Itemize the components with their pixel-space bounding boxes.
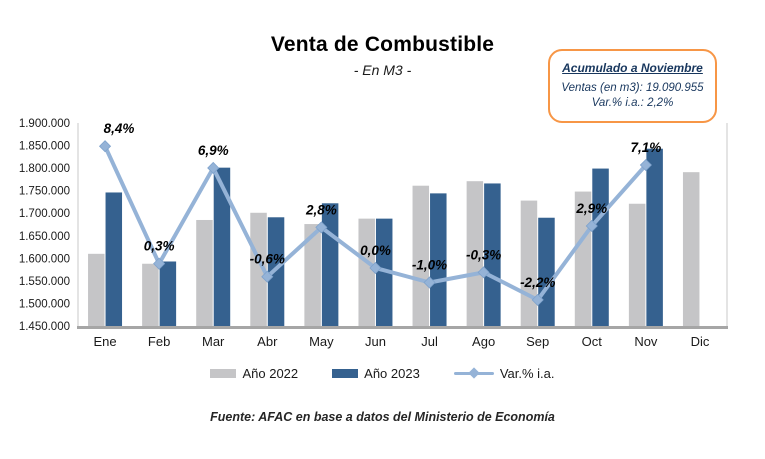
y-axis-tick-label: 1.700.000 xyxy=(19,208,70,220)
var-label-may: 2,8% xyxy=(305,202,337,217)
var-marker-may xyxy=(315,221,328,234)
var-label-jul: -1,0% xyxy=(412,258,447,273)
annotation-title: Acumulado a Noviembre xyxy=(562,61,703,75)
x-axis-label-sep: Sep xyxy=(526,334,549,349)
chart-subtitle: - En M3 - xyxy=(353,62,412,78)
var-marker-ago xyxy=(477,266,490,279)
bar-2022-may xyxy=(304,224,321,326)
y-axis-tick-label: 1.550.000 xyxy=(19,276,70,288)
bar-2023-feb xyxy=(159,261,177,326)
var-line xyxy=(103,144,648,302)
y-axis-tick-label: 1.500.000 xyxy=(19,298,70,310)
bar-2022-dic xyxy=(682,172,700,326)
legend-label: Año 2022 xyxy=(242,365,299,381)
bar-2023-oct xyxy=(592,168,609,326)
x-axis-label-oct: Oct xyxy=(582,334,603,349)
x-axis-label-ago: Ago xyxy=(472,334,495,349)
y-axis-tick-label: 1.600.000 xyxy=(19,253,70,265)
bar-2022-ago xyxy=(466,181,484,326)
y-axis-tick-label: 1.650.000 xyxy=(19,231,70,243)
var-marker-sep xyxy=(531,293,544,306)
x-axis-label-ene: Ene xyxy=(93,334,116,349)
annotation-ventas-value: Ventas (en m3): 19.090.955 xyxy=(561,82,704,94)
bar-2022-nov xyxy=(628,203,646,326)
var-marker-oct xyxy=(585,219,598,233)
legend-line-marker-icon xyxy=(453,367,494,379)
chart-title: Venta de Combustible xyxy=(270,33,495,56)
bar-2022-sep xyxy=(520,200,538,326)
legend-swatch-icon xyxy=(332,368,359,378)
x-axis-label-dic: Dic xyxy=(691,334,710,349)
var-marker-ene xyxy=(98,140,112,153)
var-label-oct: 2,9% xyxy=(575,201,607,216)
x-axis-label-abr: Abr xyxy=(257,334,278,349)
var-label-abr: -0,6% xyxy=(250,252,285,267)
annotation-var-value: Var.% i.a.: 2,2% xyxy=(591,97,674,109)
bar-2023-nov xyxy=(646,148,663,326)
x-axis-label-feb: Feb xyxy=(148,334,170,349)
bar-2023-abr xyxy=(267,217,285,326)
legend-item-var-i-a-: Var.% i.a. xyxy=(453,365,555,381)
legend-swatch-icon xyxy=(210,368,237,378)
x-axis-label-jun: Jun xyxy=(365,334,386,349)
y-axis-tick-label: 1.850.000 xyxy=(19,141,70,153)
bar-2023-may xyxy=(321,203,339,326)
y-axis-tick-label: 1.750.000 xyxy=(19,186,70,198)
var-label-mar: 6,9% xyxy=(198,143,229,158)
x-axis-label-mar: Mar xyxy=(202,334,225,349)
var-label-nov: 7,1% xyxy=(630,140,661,155)
bar-2023-sep xyxy=(538,217,555,326)
var-marker-feb xyxy=(153,257,166,270)
var-label-ago: -0,3% xyxy=(466,247,501,262)
legend-label: Var.% i.a. xyxy=(499,365,555,381)
legend-diamond-icon xyxy=(468,367,480,379)
plot-area: 1.900.000 1.850.000 1.800.000 1.750.000 1.70… xyxy=(19,118,728,349)
bar-2022-feb xyxy=(142,263,159,326)
var-marker-jun xyxy=(369,261,382,275)
source-note: Fuente: AFAC en base a datos del Ministe… xyxy=(210,410,555,424)
bar-2023-jul xyxy=(430,193,447,326)
x-axis-label-may: May xyxy=(309,334,334,349)
var-label-ene: 8,4% xyxy=(104,121,135,136)
var-marker-mar xyxy=(207,161,220,175)
legend-item-a-o-2022: Año 2022 xyxy=(210,366,298,381)
bar-2022-abr xyxy=(250,212,267,326)
bar-2023-ene xyxy=(105,192,123,326)
legend: Año 2022 Año 2023 Var.% i.a. xyxy=(0,364,765,382)
var-label-jun: 0,0% xyxy=(360,243,391,258)
var-marker-jul xyxy=(423,276,436,289)
bar-2023-ago xyxy=(484,183,501,326)
x-axis-label-nov: Nov xyxy=(634,334,658,349)
legend-item-a-o-2023: Año 2023 xyxy=(332,366,420,381)
annotation-box: Acumulado a Noviembre Ventas (en m3): 19… xyxy=(548,49,717,123)
bar-2022-mar xyxy=(196,219,213,326)
var-marker-abr xyxy=(261,270,274,283)
var-label-feb: 0,3% xyxy=(144,239,175,254)
bar-2022-jun xyxy=(358,218,375,326)
bar-2023-mar xyxy=(213,167,231,326)
bar-2022-jul xyxy=(412,185,430,326)
var-label-sep: -2,2% xyxy=(520,275,555,290)
y-axis-tick-label: 1.900.000 xyxy=(19,118,70,130)
legend-label: Año 2023 xyxy=(364,365,420,381)
y-axis-tick-label: 1.450.000 xyxy=(19,321,70,333)
var-marker-nov xyxy=(639,158,652,172)
y-axis-tick-label: 1.800.000 xyxy=(19,163,70,175)
x-axis-label-jul: Jul xyxy=(421,334,438,349)
bar-2022-ene xyxy=(88,253,105,326)
